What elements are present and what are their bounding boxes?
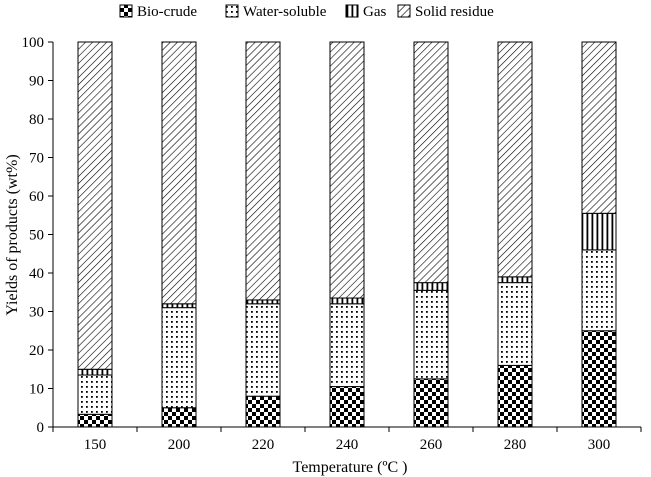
bar-segment-water-soluble-200 bbox=[161, 307, 197, 409]
bar-segment-gas-150 bbox=[77, 368, 113, 376]
legend-swatch-solid-residue bbox=[397, 4, 411, 18]
bar-segment-solid-residue-240 bbox=[329, 41, 365, 299]
y-tick-label-0: 0 bbox=[37, 420, 45, 436]
bar-segment-solid-residue-300 bbox=[581, 41, 617, 214]
y-axis: 0 10 20 30 40 50 60 70 80 90 100 bbox=[22, 35, 54, 436]
bar-segment-water-soluble-260 bbox=[413, 289, 449, 380]
bar-segment-solid-residue-200 bbox=[161, 41, 197, 305]
bar-segment-water-soluble-150 bbox=[77, 374, 113, 415]
x-axis: 150 200 220 240 260 280 300 bbox=[52, 426, 642, 453]
bar-segment-bio-crude-300 bbox=[581, 330, 617, 428]
legend-swatch-gas bbox=[345, 4, 359, 18]
bar-segment-gas-220 bbox=[245, 299, 281, 305]
x-tick-label-300: 300 bbox=[588, 437, 611, 453]
x-tick-label-240: 240 bbox=[336, 437, 359, 453]
bar-segment-gas-200 bbox=[161, 303, 197, 309]
bar-segment-bio-crude-150 bbox=[77, 413, 113, 428]
y-tick-label-40: 40 bbox=[29, 266, 44, 282]
x-tick-label-200: 200 bbox=[168, 437, 191, 453]
legend-label-bio-crude: Bio-crude bbox=[137, 4, 197, 20]
y-tick-label-90: 90 bbox=[29, 74, 44, 90]
legend-label-water-soluble: Water-soluble bbox=[243, 4, 327, 20]
bar-segment-gas-300 bbox=[581, 212, 617, 251]
legend-swatch-water-soluble bbox=[225, 4, 239, 18]
x-tick-label-220: 220 bbox=[252, 437, 275, 453]
y-tick-label-60: 60 bbox=[29, 189, 44, 205]
bar-segment-solid-residue-220 bbox=[245, 41, 281, 301]
bar-segment-gas-260 bbox=[413, 282, 449, 291]
bar-segment-solid-residue-260 bbox=[413, 41, 449, 284]
x-axis-label: Temperature (ºC ) bbox=[293, 459, 408, 476]
bar-segment-water-soluble-240 bbox=[329, 303, 365, 388]
bar-segment-bio-crude-280 bbox=[497, 364, 533, 428]
legend-item-gas: Gas bbox=[345, 4, 386, 20]
y-tick-label-70: 70 bbox=[29, 151, 44, 167]
legend-swatch-bio-crude bbox=[119, 4, 133, 18]
bar-segment-gas-240 bbox=[329, 297, 365, 305]
legend-label-solid-residue: Solid residue bbox=[415, 4, 494, 20]
legend-item-water-soluble: Water-soluble bbox=[225, 4, 327, 20]
legend: Bio-crude Water-soluble Gas Solid residu… bbox=[119, 4, 494, 20]
y-tick-label-80: 80 bbox=[29, 112, 44, 128]
bar-segment-solid-residue-150 bbox=[77, 41, 113, 370]
bars-layer bbox=[77, 41, 617, 428]
bar-segment-bio-crude-200 bbox=[161, 407, 197, 428]
bar-segment-bio-crude-260 bbox=[413, 378, 449, 428]
x-tick-label-260: 260 bbox=[420, 437, 443, 453]
bar-segment-bio-crude-240 bbox=[329, 386, 365, 428]
y-tick-label-30: 30 bbox=[29, 305, 44, 321]
x-tick-label-280: 280 bbox=[504, 437, 527, 453]
x-tick-label-150: 150 bbox=[84, 437, 107, 453]
y-axis-label: Yields of products (wt%) bbox=[4, 154, 21, 315]
legend-item-bio-crude: Bio-crude bbox=[119, 4, 197, 20]
y-tick-label-20: 20 bbox=[29, 343, 44, 359]
bar-segment-gas-280 bbox=[497, 276, 533, 284]
y-tick-label-10: 10 bbox=[29, 382, 44, 398]
y-tick-label-100: 100 bbox=[22, 35, 45, 51]
bar-segment-water-soluble-300 bbox=[581, 249, 617, 332]
legend-label-gas: Gas bbox=[363, 4, 386, 20]
bar-segment-bio-crude-220 bbox=[245, 395, 281, 428]
bar-segment-water-soluble-280 bbox=[497, 282, 533, 366]
y-tick-label-50: 50 bbox=[29, 228, 44, 244]
bar-segment-solid-residue-280 bbox=[497, 41, 533, 278]
legend-item-solid-residue: Solid residue bbox=[397, 4, 494, 20]
bar-segment-water-soluble-220 bbox=[245, 303, 281, 397]
